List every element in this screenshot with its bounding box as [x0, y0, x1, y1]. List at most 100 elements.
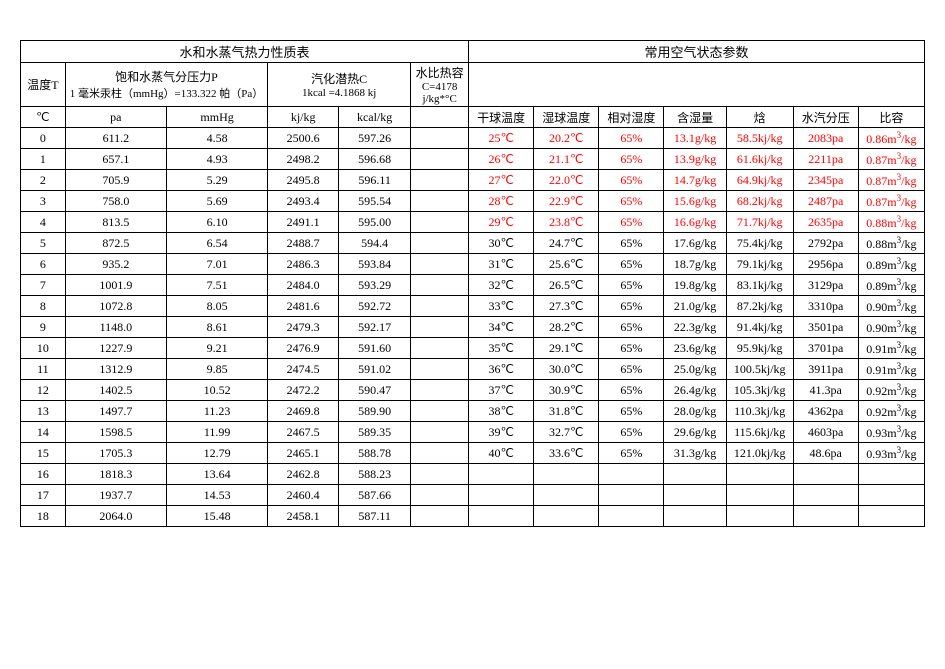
data-row: 5872.56.542488.7594.430℃24.7℃65%17.6g/kg…: [21, 233, 925, 254]
cell-sv: 0.86m3/kg: [858, 128, 924, 149]
cell-air-empty: [534, 485, 599, 506]
cell-sv: 0.91m3/kg: [858, 338, 924, 359]
cell-cap: [411, 296, 469, 317]
cell-air-empty: [664, 506, 726, 527]
cell-enth: 91.4kj/kg: [726, 317, 793, 338]
cell-kcal: 591.60: [339, 338, 411, 359]
cell-mm: 5.29: [166, 170, 267, 191]
cell-rh: 65%: [599, 275, 664, 296]
cell-kcal: 590.47: [339, 380, 411, 401]
cell-cap: [411, 506, 469, 527]
cell-mm: 5.69: [166, 191, 267, 212]
data-row: 1657.14.932498.2596.6826℃21.1℃65%13.9g/k…: [21, 149, 925, 170]
cell-t: 18: [21, 506, 66, 527]
cell-wet: 22.0℃: [534, 170, 599, 191]
cell-kj: 2472.2: [268, 380, 339, 401]
unit-mm: mmHg: [166, 107, 267, 128]
cell-dry: 36℃: [469, 359, 534, 380]
cell-kj: 2474.5: [268, 359, 339, 380]
cell-kj: 2481.6: [268, 296, 339, 317]
cell-mm: 12.79: [166, 443, 267, 464]
cell-vp: 2083pa: [793, 128, 858, 149]
cell-t: 0: [21, 128, 66, 149]
cell-kj: 2488.7: [268, 233, 339, 254]
cell-mm: 15.48: [166, 506, 267, 527]
data-row: 101227.99.212476.9591.6035℃29.1℃65%23.6g…: [21, 338, 925, 359]
cell-sv: 0.89m3/kg: [858, 275, 924, 296]
cell-hum: 16.6g/kg: [664, 212, 726, 233]
cell-dry: 28℃: [469, 191, 534, 212]
cell-pa: 1227.9: [65, 338, 166, 359]
cell-sv: 0.87m3/kg: [858, 149, 924, 170]
cell-cap: [411, 380, 469, 401]
cell-t: 17: [21, 485, 66, 506]
cell-kcal: 596.68: [339, 149, 411, 170]
cell-dry: 27℃: [469, 170, 534, 191]
cell-cap: [411, 212, 469, 233]
cell-t: 11: [21, 359, 66, 380]
cell-air-empty: [664, 485, 726, 506]
cell-mm: 13.64: [166, 464, 267, 485]
cell-air-empty: [858, 464, 924, 485]
data-row: 6935.27.012486.3593.8431℃25.6℃65%18.7g/k…: [21, 254, 925, 275]
cell-vp: 48.6pa: [793, 443, 858, 464]
cell-air-empty: [793, 506, 858, 527]
cell-kj: 2498.2: [268, 149, 339, 170]
cell-mm: 8.05: [166, 296, 267, 317]
cell-sv: 0.91m3/kg: [858, 359, 924, 380]
cell-kcal: 587.66: [339, 485, 411, 506]
cell-wet: 23.8℃: [534, 212, 599, 233]
cell-dry: 29℃: [469, 212, 534, 233]
cell-kj: 2495.8: [268, 170, 339, 191]
cell-vp: 2956pa: [793, 254, 858, 275]
cell-pa: 1312.9: [65, 359, 166, 380]
cell-wet: 20.2℃: [534, 128, 599, 149]
cell-kcal: 588.23: [339, 464, 411, 485]
cell-sv: 0.88m3/kg: [858, 233, 924, 254]
cell-hum: 26.4g/kg: [664, 380, 726, 401]
cell-mm: 11.99: [166, 422, 267, 443]
unit-cap-blank: [411, 107, 469, 128]
cell-wet: 22.9℃: [534, 191, 599, 212]
cell-vp: 2635pa: [793, 212, 858, 233]
cell-t: 10: [21, 338, 66, 359]
cell-rh: 65%: [599, 317, 664, 338]
cell-cap: [411, 254, 469, 275]
cell-wet: 33.6℃: [534, 443, 599, 464]
cell-air-empty: [469, 485, 534, 506]
hdr-rh: 相对湿度: [599, 107, 664, 128]
cell-wet: 25.6℃: [534, 254, 599, 275]
cell-kj: 2458.1: [268, 506, 339, 527]
data-row: 2705.95.292495.8596.1127℃22.0℃65%14.7g/k…: [21, 170, 925, 191]
cell-hum: 14.7g/kg: [664, 170, 726, 191]
cell-vp: 4362pa: [793, 401, 858, 422]
cell-air-empty: [726, 506, 793, 527]
cell-rh: 65%: [599, 296, 664, 317]
cell-wet: 26.5℃: [534, 275, 599, 296]
cell-dry: 32℃: [469, 275, 534, 296]
cell-enth: 79.1kj/kg: [726, 254, 793, 275]
cell-kcal: 593.29: [339, 275, 411, 296]
unit-c: ℃: [21, 107, 66, 128]
cell-rh: 65%: [599, 359, 664, 380]
unit-kj: kj/kg: [268, 107, 339, 128]
cell-pa: 758.0: [65, 191, 166, 212]
data-row: 182064.015.482458.1587.11: [21, 506, 925, 527]
cell-dry: 25℃: [469, 128, 534, 149]
cell-mm: 11.23: [166, 401, 267, 422]
cell-rh: 65%: [599, 443, 664, 464]
hdr-temp: 温度T: [21, 63, 66, 107]
cell-kj: 2476.9: [268, 338, 339, 359]
cell-air-empty: [599, 485, 664, 506]
cell-pa: 935.2: [65, 254, 166, 275]
cell-cap: [411, 338, 469, 359]
cell-pa: 1402.5: [65, 380, 166, 401]
cell-kj: 2493.4: [268, 191, 339, 212]
cell-vp: 2487pa: [793, 191, 858, 212]
cell-rh: 65%: [599, 191, 664, 212]
hdr-right-blank: [469, 63, 925, 107]
cell-kcal: 595.54: [339, 191, 411, 212]
cell-pa: 1497.7: [65, 401, 166, 422]
cell-rh: 65%: [599, 149, 664, 170]
cell-t: 8: [21, 296, 66, 317]
